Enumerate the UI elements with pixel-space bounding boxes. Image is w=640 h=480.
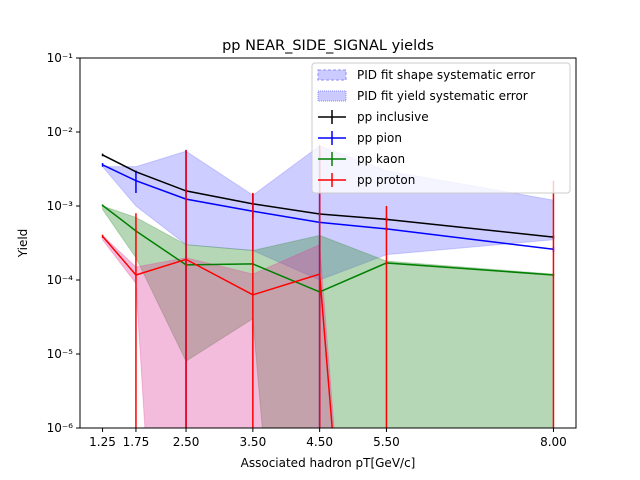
- legend-label: pp proton: [357, 173, 415, 187]
- legend-label: pp pion: [357, 131, 402, 145]
- plot-frame: [79, 57, 577, 429]
- x-tick-label: 2.50: [173, 435, 200, 449]
- axes: 1.25 1.75 2.50 3.50 4.50 5.50 8.00 10⁻⁶ 10⁻⁵ 10⁻⁴…: [47, 51, 567, 449]
- systematic-band: [102, 205, 554, 428]
- x-axis-label: Associated hadron pT[GeV/c]: [241, 456, 416, 470]
- legend-patch: [317, 90, 347, 102]
- x-tick-label: 4.50: [306, 435, 333, 449]
- legend-label: pp kaon: [357, 152, 405, 166]
- y-tick-label: 10⁻³: [47, 199, 74, 213]
- y-tick-label: 10⁻¹: [47, 51, 74, 65]
- x-tick-label: 3.50: [239, 435, 266, 449]
- legend: PID fit shape systematic error PID fit yi…: [311, 62, 571, 194]
- plot-area: [101, 145, 555, 428]
- y-tick-label: 10⁻⁵: [47, 347, 74, 361]
- x-tick-label: 5.50: [373, 435, 400, 449]
- y-axis-label: Yield: [16, 229, 30, 259]
- y-tick-label: 10⁻²: [47, 125, 74, 139]
- y-tick-label: 10⁻⁴: [47, 273, 74, 287]
- legend-box: [311, 62, 571, 194]
- x-tick-label: 8.00: [540, 435, 567, 449]
- legend-label: pp inclusive: [357, 110, 429, 124]
- systematic-band: [102, 234, 335, 428]
- legend-label: PID fit yield systematic error: [357, 89, 528, 103]
- x-tick-label: 1.25: [89, 435, 116, 449]
- x-tick-label: 1.75: [123, 435, 150, 449]
- chart-title: pp NEAR_SIDE_SIGNAL yields: [222, 38, 434, 54]
- legend-label: PID fit shape systematic error: [357, 68, 535, 82]
- y-tick-label: 10⁻⁶: [47, 421, 74, 435]
- legend-patch: [317, 69, 347, 81]
